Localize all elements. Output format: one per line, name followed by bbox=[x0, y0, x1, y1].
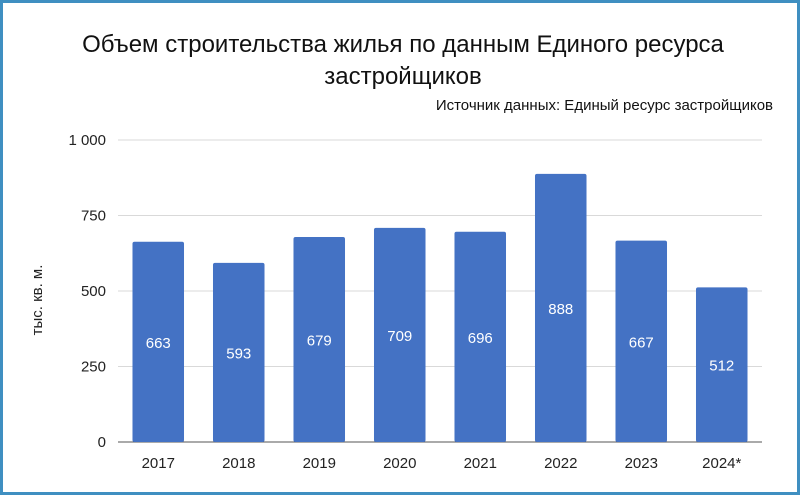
bar bbox=[454, 231, 507, 442]
data-label: 888 bbox=[548, 301, 573, 318]
bar bbox=[695, 287, 748, 442]
y-tick-label: 250 bbox=[81, 359, 106, 376]
y-tick-label: 750 bbox=[81, 208, 106, 225]
x-tick-label: 2021 bbox=[464, 455, 497, 472]
x-axis-ticks: 2017 2018 2019 2020 2021 2022 2023 2024* bbox=[142, 455, 742, 472]
bar bbox=[132, 241, 185, 442]
x-tick-label: 2017 bbox=[142, 455, 175, 472]
bar bbox=[293, 236, 346, 442]
y-tick-label: 1 000 bbox=[68, 132, 106, 149]
bar bbox=[212, 262, 265, 442]
x-tick-label: 2024* bbox=[702, 455, 741, 472]
data-label: 679 bbox=[307, 332, 332, 349]
bars: 663 593 679 709 696 888 667 512 bbox=[132, 173, 748, 442]
data-label: 696 bbox=[468, 330, 493, 347]
x-tick-label: 2023 bbox=[625, 455, 658, 472]
y-tick-label: 500 bbox=[81, 283, 106, 300]
chart-title: Объем строительства жилья по данным Един… bbox=[82, 31, 724, 90]
x-tick-label: 2018 bbox=[222, 455, 255, 472]
data-label: 709 bbox=[387, 328, 412, 345]
x-tick-label: 2022 bbox=[544, 455, 577, 472]
data-label: 667 bbox=[629, 334, 654, 351]
y-axis-ticks: 0 250 500 750 1 000 bbox=[68, 132, 106, 451]
x-tick-label: 2019 bbox=[303, 455, 336, 472]
bar bbox=[615, 240, 668, 442]
bar bbox=[534, 173, 587, 442]
chart-source: Источник данных: Единый ресурс застройщи… bbox=[435, 97, 773, 114]
data-label: 663 bbox=[146, 335, 171, 352]
y-tick-label: 0 bbox=[98, 434, 106, 451]
bar bbox=[373, 227, 426, 442]
data-label: 593 bbox=[226, 345, 251, 362]
y-axis-label: тыс. кв. м. bbox=[29, 265, 46, 336]
data-label: 512 bbox=[709, 358, 734, 375]
x-tick-label: 2020 bbox=[383, 455, 416, 472]
